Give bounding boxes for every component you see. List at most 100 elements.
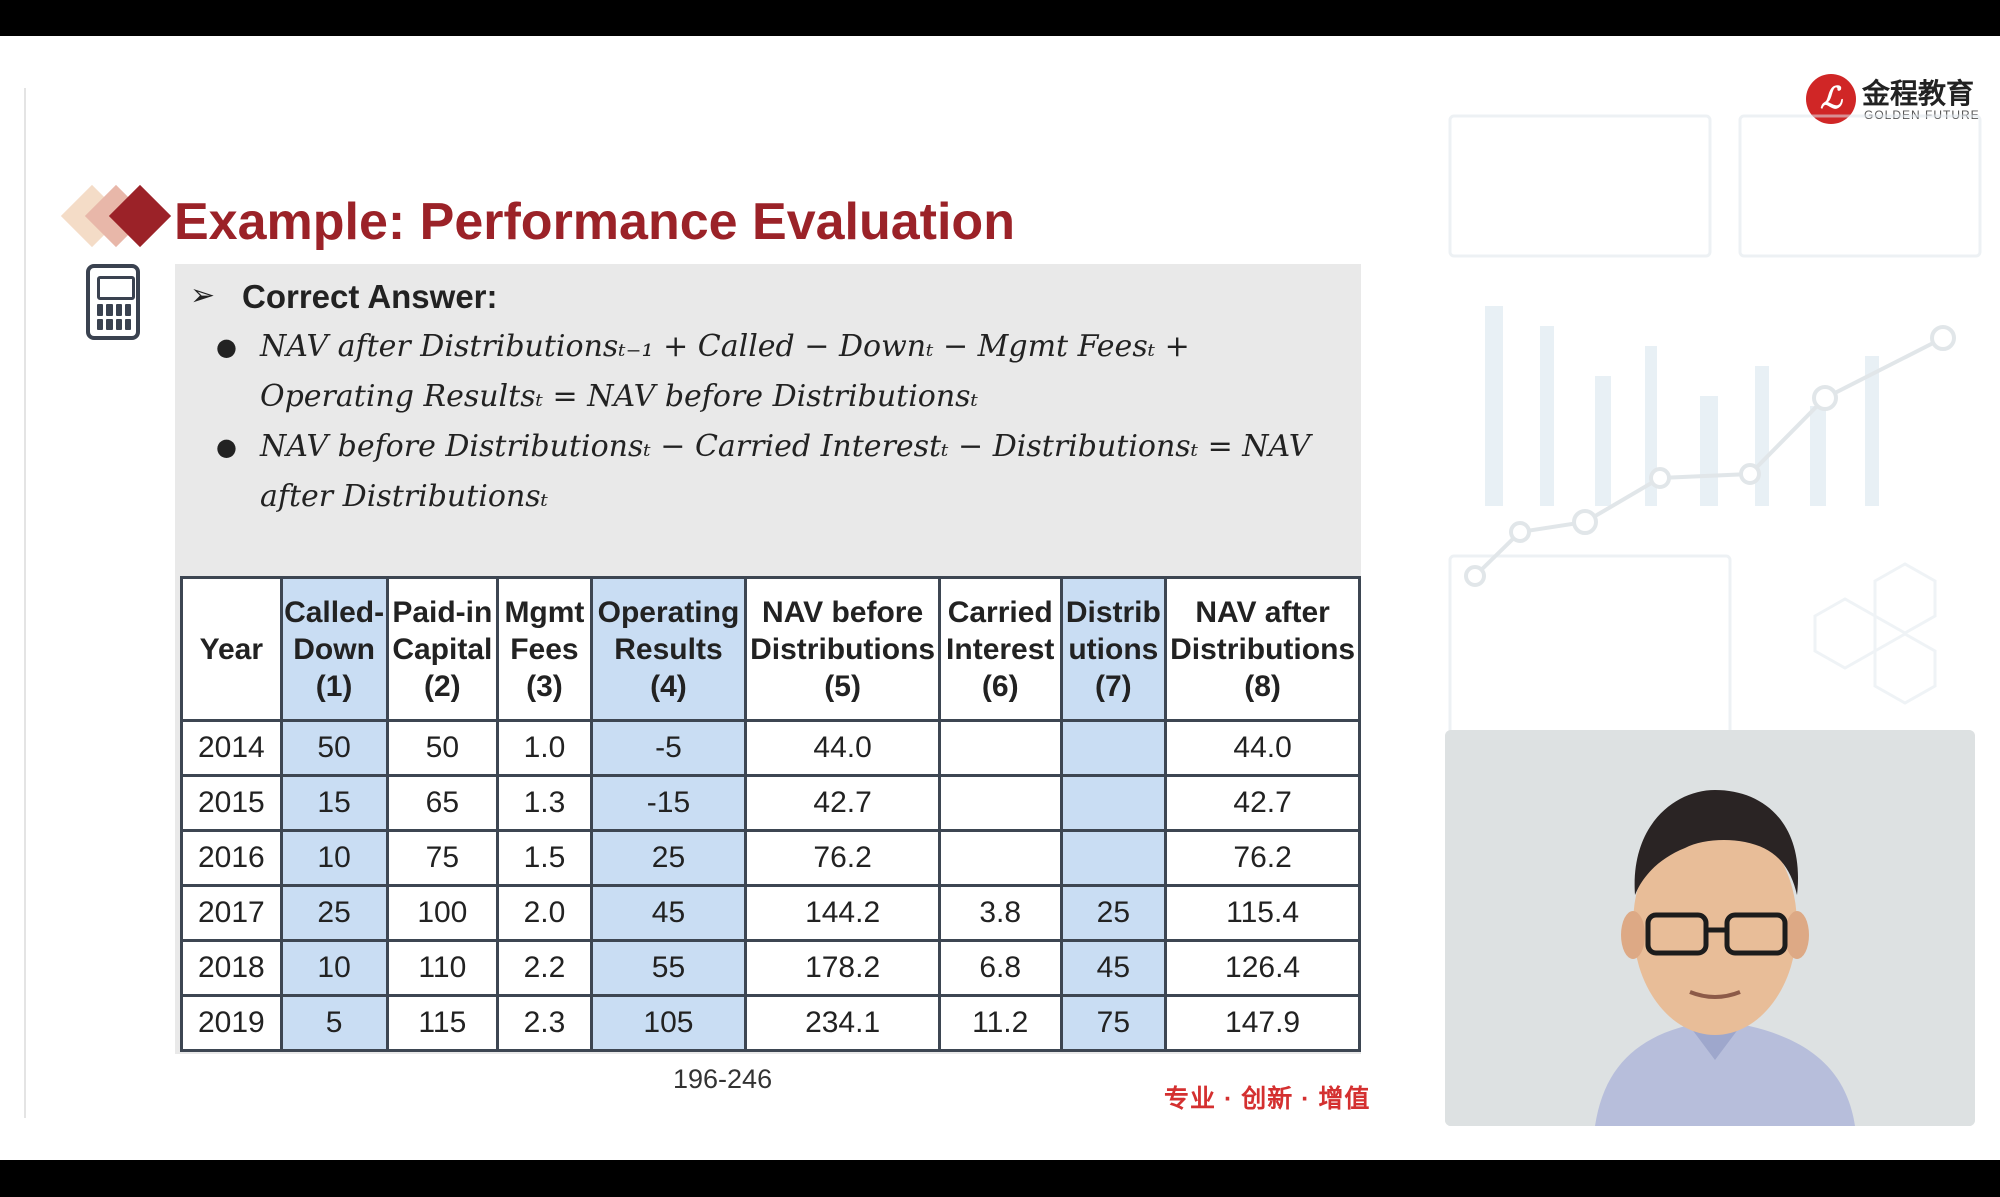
column-header-line: Mgmt [504, 595, 585, 629]
table-header-row: Year Called- Down (1) Paid-in Capital (2) Mgmt F… [180, 576, 1361, 722]
table-cell: 42.7 [744, 774, 941, 832]
table-body: 2014 50 50 1.0 -5 44.0 44.0 2015 15 65 1.3 -15 42.7 4… [180, 719, 1361, 1052]
table-cell: 2016 [180, 829, 283, 887]
column-header-line: Carried [947, 595, 1053, 629]
table-cell: 45 [1059, 939, 1168, 997]
table-cell: 2019 [180, 994, 283, 1052]
table-cell: 75 [1059, 994, 1168, 1052]
table-cell: 45 [589, 884, 748, 942]
column-header-line: (5) [824, 669, 861, 703]
column-header-line: utions [1068, 632, 1159, 666]
column-header: Distrib utions (7) [1059, 576, 1168, 722]
page-number: 196-246 [673, 1064, 773, 1094]
formula-2: NAV before Distributionsₜ − Carried Inte… [216, 422, 1330, 522]
table-cell: 11.2 [937, 994, 1063, 1052]
table-cell: 100 [385, 884, 500, 942]
column-header-line: Distributions [1170, 632, 1356, 666]
table-cell: 50 [279, 719, 389, 777]
table-cell: 147.9 [1164, 994, 1361, 1052]
formula-1: NAV after Distributionsₜ₋₁ + Called − Do… [216, 322, 1330, 422]
table-cell: 44.0 [744, 719, 941, 777]
table-cell: 76.2 [744, 829, 941, 887]
table-row: 2017 25 100 2.0 45 144.2 3.8 25 115.4 [180, 884, 1361, 942]
column-header-line: Distrib [1065, 595, 1161, 629]
table-cell: 105 [589, 994, 748, 1052]
table-cell: 2.0 [496, 884, 593, 942]
company-logo: ℒ 金程教育 GOLDEN FUTURE [1806, 70, 1990, 130]
table-cell: 55 [589, 939, 748, 997]
table-cell [937, 719, 1063, 777]
column-header-line: Down [293, 632, 375, 666]
column-header-line: Paid-in [392, 595, 493, 629]
table-cell: 25 [589, 829, 748, 887]
column-header-line: Capital [392, 632, 493, 666]
table-row: 2019 5 115 2.3 105 234.1 11.2 75 147.9 [180, 994, 1361, 1052]
table-cell: 5 [279, 994, 389, 1052]
column-header-line: Results [614, 632, 723, 666]
left-divider [24, 88, 26, 1118]
arrow-bullet-icon: ➢ [190, 279, 216, 312]
answer-panel: ➢ Correct Answer: NAV after Distribution… [175, 264, 1361, 1054]
table-cell: 2018 [180, 939, 283, 997]
column-header-line: NAV before [762, 595, 924, 629]
table-cell: 3.8 [937, 884, 1063, 942]
table-cell: 25 [279, 884, 389, 942]
column-header-line: (7) [1095, 669, 1132, 703]
slide-title: Example: Performance Evaluation [174, 193, 1015, 251]
table-cell: 44.0 [1164, 719, 1361, 777]
table-cell: -15 [589, 774, 748, 832]
column-header-line: Operating [597, 595, 740, 629]
column-header-line: (4) [650, 669, 687, 703]
table-cell [1059, 774, 1168, 832]
table-cell: 42.7 [1164, 774, 1361, 832]
column-header-line: Interest [946, 632, 1055, 666]
table-cell [1059, 719, 1168, 777]
table-cell [937, 774, 1063, 832]
table-cell: 1.5 [496, 829, 593, 887]
table-cell: 115 [385, 994, 500, 1052]
table-cell: 2.2 [496, 939, 593, 997]
column-header: Year [180, 576, 283, 722]
column-header-line: (2) [424, 669, 461, 703]
table-cell: 115.4 [1164, 884, 1361, 942]
table-cell: 2015 [180, 774, 283, 832]
calculator-icon [86, 264, 140, 340]
column-header: Operating Results (4) [589, 576, 748, 722]
background-decoration [1448, 114, 1982, 736]
table-cell: 2017 [180, 884, 283, 942]
performance-table: Year Called- Down (1) Paid-in Capital (2) Mgmt F… [180, 576, 1361, 1052]
column-header-line: (1) [315, 669, 353, 703]
column-header-line: (8) [1244, 669, 1281, 703]
column-header-line: NAV after [1195, 595, 1330, 629]
table-cell: 178.2 [744, 939, 941, 997]
column-header: NAV after Distributions (8) [1164, 576, 1361, 722]
column-header: NAV before Distributions (5) [744, 576, 941, 722]
column-header-line: Fees [510, 632, 579, 666]
table-cell [937, 829, 1063, 887]
table-cell: -5 [589, 719, 748, 777]
table-cell: 15 [279, 774, 389, 832]
table-cell: 2.3 [496, 994, 593, 1052]
table-cell: 6.8 [937, 939, 1063, 997]
table-cell: 25 [1059, 884, 1168, 942]
column-header-line: Year [199, 632, 264, 666]
table-row: 2014 50 50 1.0 -5 44.0 44.0 [180, 719, 1361, 777]
table-cell: 10 [279, 829, 389, 887]
column-header-line: Distributions [750, 632, 936, 666]
column-header: Called- Down (1) [279, 576, 389, 722]
webcam-video [1445, 730, 1975, 1126]
table-cell: 144.2 [744, 884, 941, 942]
table-cell [1059, 829, 1168, 887]
column-header-line: (3) [526, 669, 563, 703]
table-cell: 2014 [180, 719, 283, 777]
slogan: 专业 · 创新 · 增值 [1164, 1085, 1371, 1113]
column-header-line: Called- [284, 595, 385, 629]
table-cell: 75 [385, 829, 500, 887]
column-header: Mgmt Fees (3) [496, 576, 593, 722]
column-header: Carried Interest (6) [937, 576, 1063, 722]
table-row: 2016 10 75 1.5 25 76.2 76.2 [180, 829, 1361, 887]
logo-name-cn: 金程教育 [1862, 78, 1975, 109]
column-header: Paid-in Capital (2) [385, 576, 500, 722]
column-header-line: (6) [981, 669, 1019, 703]
table-cell: 65 [385, 774, 500, 832]
